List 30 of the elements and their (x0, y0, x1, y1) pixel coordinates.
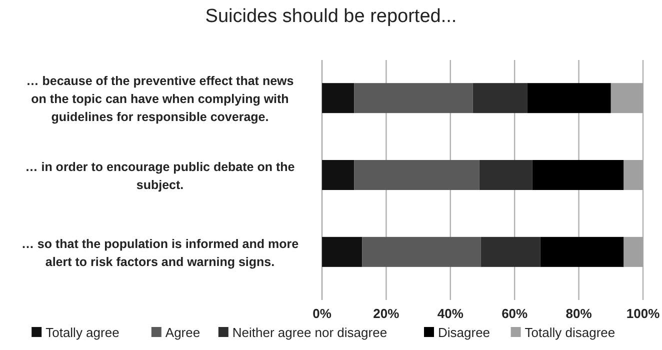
x-tick-label: 80% (566, 306, 592, 321)
y-tick-label: … because of the preventive effect that news on the topic can have when complying with guidelines for responsible coverage. (26, 74, 294, 124)
bar (480, 236, 540, 267)
bar (354, 83, 473, 114)
bar (322, 236, 362, 267)
legend-label: Agree (165, 325, 200, 340)
y-tick-label: … so that the population is informed and more alert to risk factors and warning signs. (21, 236, 299, 269)
bar (624, 160, 643, 190)
bar (610, 83, 643, 114)
legend-label: Disagree (438, 325, 490, 340)
legend-label: Totally disagree (524, 325, 616, 340)
chart-title: Suicides should be reported... (205, 6, 457, 27)
bar (624, 236, 643, 267)
bar (540, 236, 624, 267)
bar (322, 83, 354, 114)
x-tick-label: 100% (626, 306, 660, 321)
bar (479, 160, 532, 190)
bar (472, 83, 528, 114)
legend-label: Totally agree (46, 325, 120, 340)
legend-label: Neither agree nor disagree (232, 325, 388, 340)
x-tick-label: 40% (437, 306, 464, 321)
bar (532, 160, 624, 190)
bar (527, 83, 611, 114)
x-tick-label: 20% (373, 306, 400, 321)
x-tick-label: 0% (312, 306, 332, 321)
bar (362, 236, 481, 267)
bar (322, 160, 354, 190)
bar (354, 160, 480, 190)
x-tick-label: 60% (502, 306, 528, 321)
y-tick-label: … in order to encourage public debate on the subject. (25, 160, 295, 192)
